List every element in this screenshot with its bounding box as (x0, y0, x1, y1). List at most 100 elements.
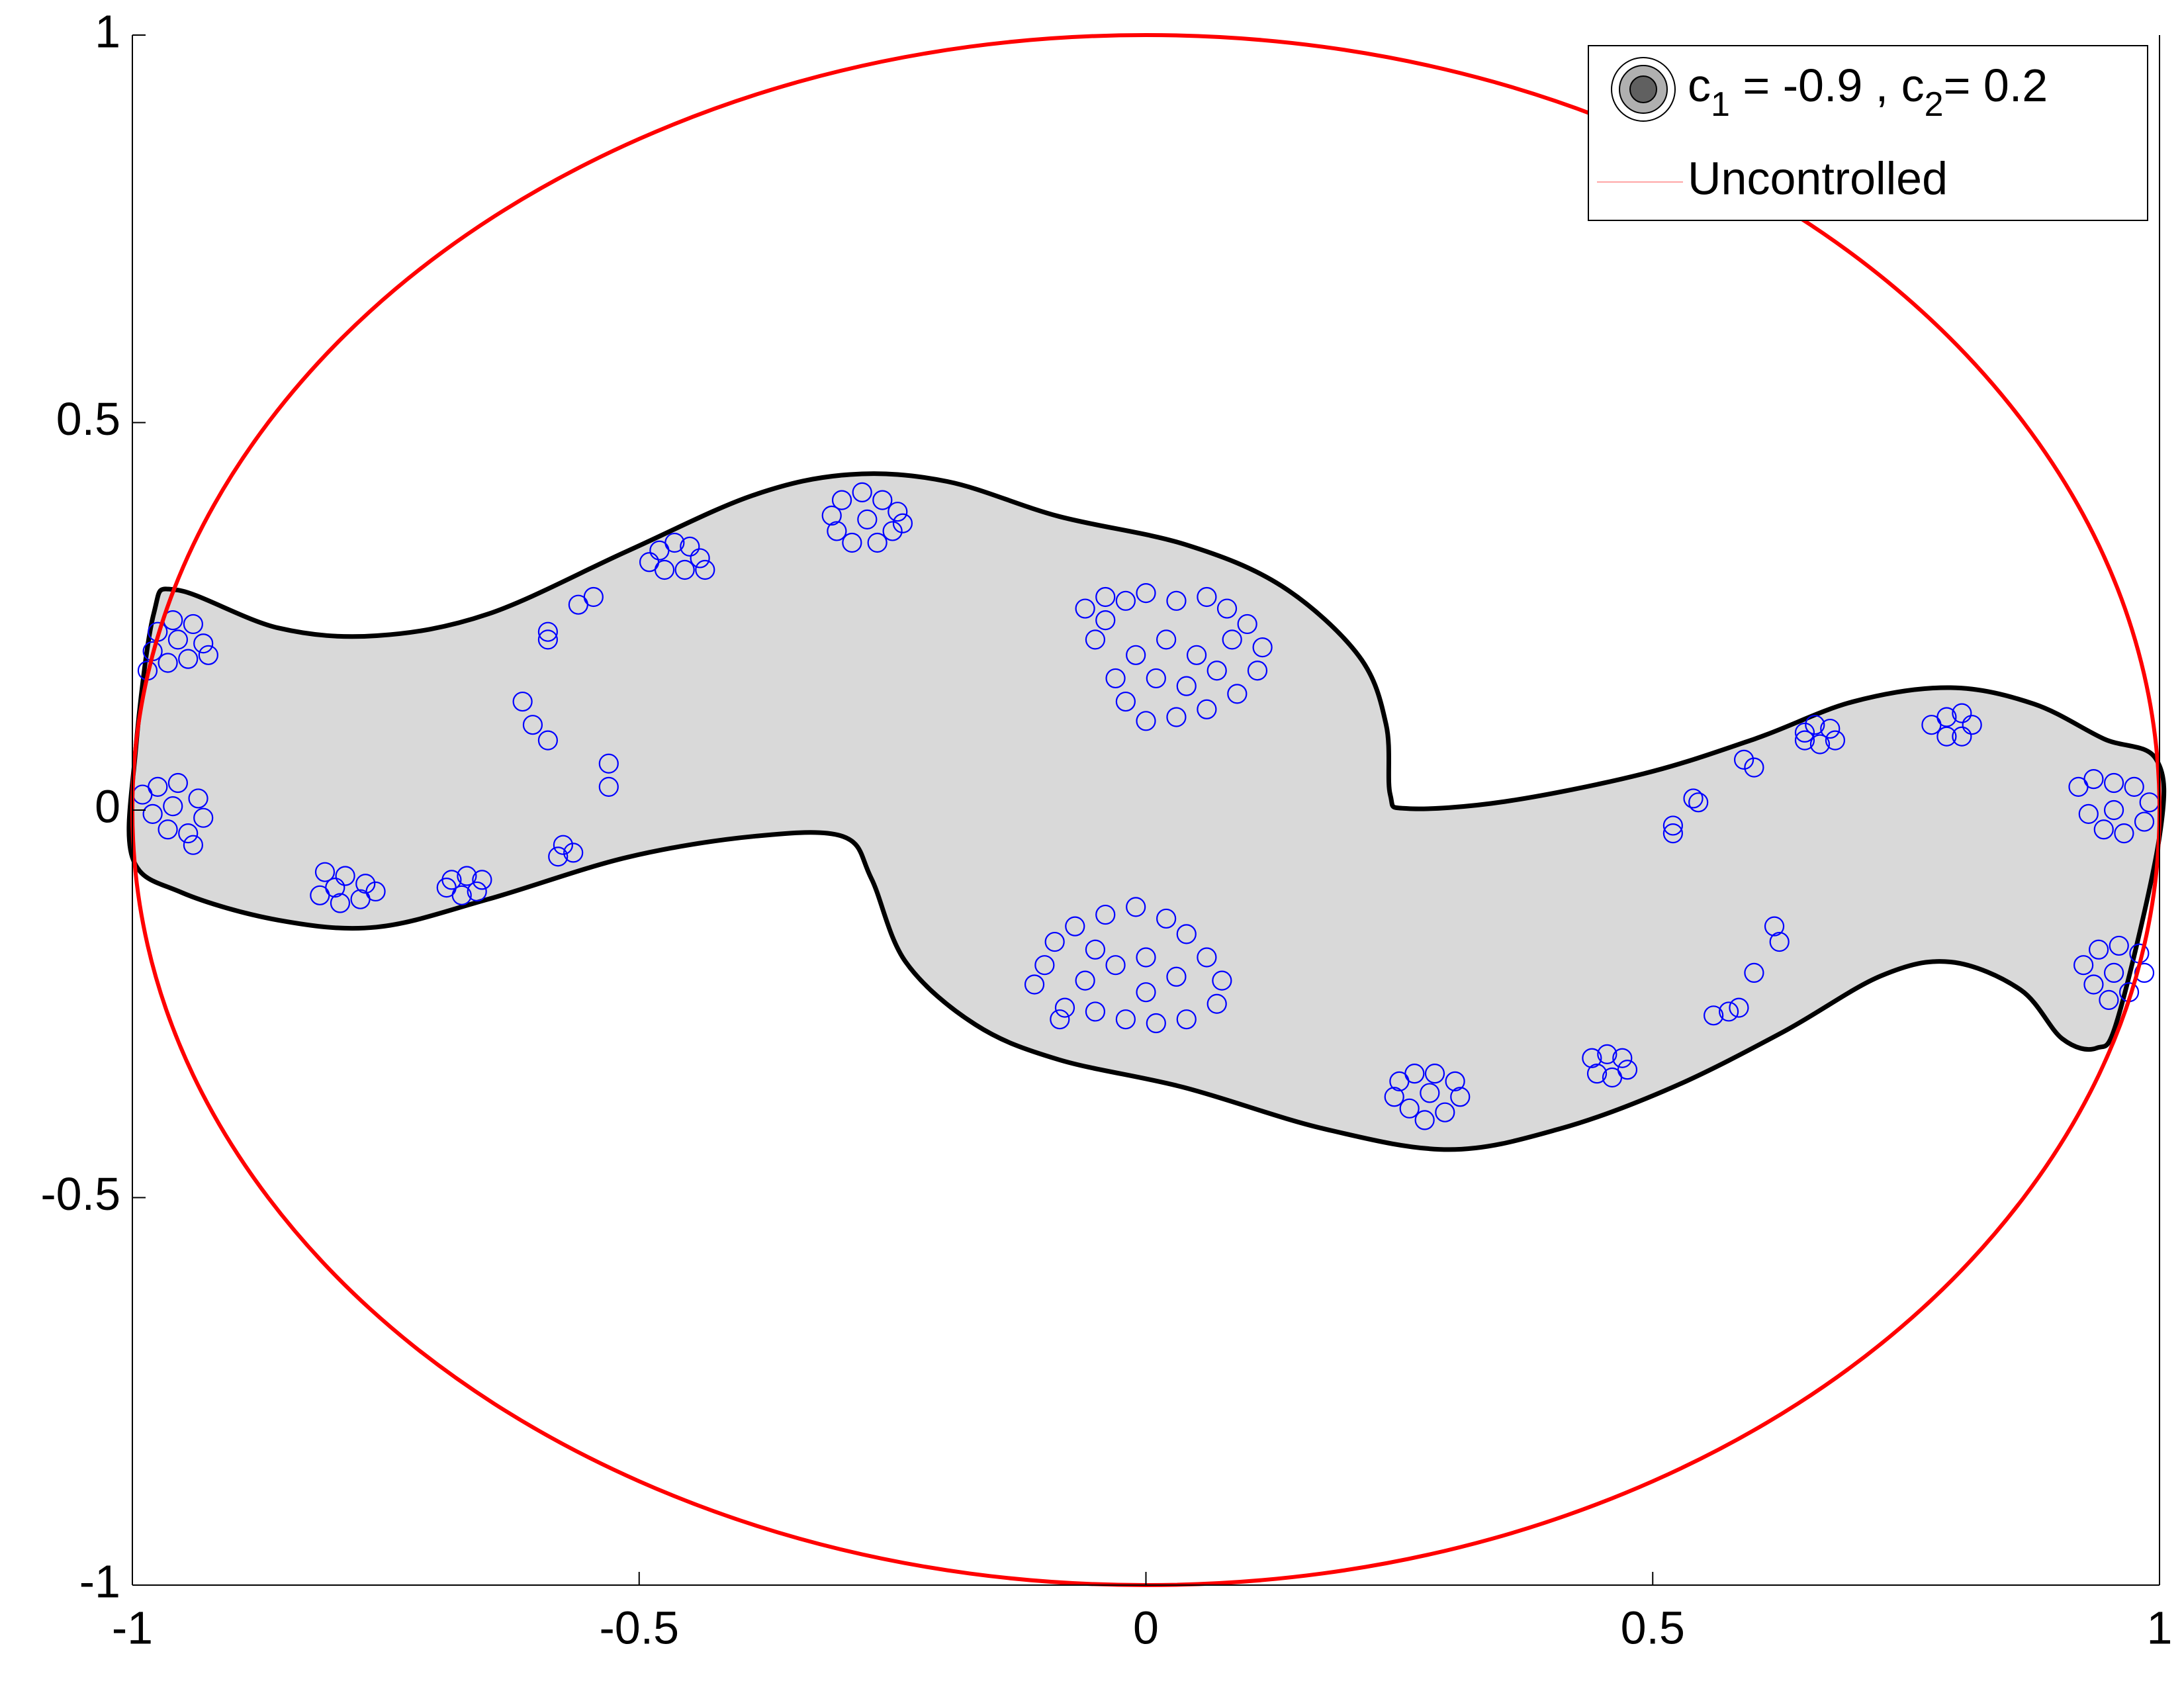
scatter-point (1399, 1098, 1420, 1119)
scatter-point (1247, 661, 1268, 681)
scatter-point (1404, 1064, 1425, 1084)
scatter-point (1176, 924, 1197, 944)
scatter-point (1085, 629, 1106, 650)
scatter-point (1197, 947, 1217, 968)
scatter-point (355, 874, 376, 894)
scatter-point (467, 881, 487, 902)
scatter-point (2134, 962, 2155, 983)
scatter-point (852, 482, 872, 502)
scatter-point (178, 823, 199, 844)
scatter-point (1197, 699, 1217, 719)
scatter-point (1156, 908, 1177, 929)
scatter-point (1227, 684, 1248, 704)
scatter-point (2114, 823, 2134, 844)
scatter-point (2093, 819, 2114, 840)
scatter-point (1095, 610, 1116, 631)
y-tick-label: 0.5 (56, 393, 120, 445)
legend-box (1588, 45, 2148, 221)
scatter-point (1744, 962, 1764, 983)
scatter-point (1952, 703, 1972, 723)
scatter-point (1166, 707, 1187, 727)
scatter-point (674, 559, 695, 580)
legend-label: Uncontrolled (1688, 152, 1948, 204)
scatter-point (1146, 668, 1166, 689)
scatter-point (1733, 749, 1754, 770)
scatter-point (664, 532, 685, 553)
scatter-point (537, 730, 559, 751)
legend-text: = 0.2 (1944, 60, 2048, 111)
scatter-point (1612, 1048, 1633, 1068)
scatter-point (512, 691, 533, 712)
scatter-point (1216, 598, 1238, 619)
scatter-point (193, 807, 214, 828)
scatter-point (1688, 792, 1709, 813)
scatter-point (1136, 711, 1156, 731)
scatter-point (1820, 718, 1841, 739)
scatter-point (1054, 997, 1075, 1018)
legend-text: = -0.9 , c (1730, 60, 1925, 111)
x-tick-label: -0.5 (599, 1602, 679, 1653)
scatter-point (1252, 637, 1273, 658)
scatter-point (695, 559, 715, 580)
scatter-point (887, 502, 908, 522)
scatter-point (1126, 897, 1146, 917)
scatter-point (1435, 1102, 1455, 1122)
scatter-point (1065, 916, 1085, 937)
scatter-point (537, 621, 559, 642)
scatter-point (1794, 730, 1815, 751)
scatter-point (163, 796, 183, 817)
scatter-point (1683, 788, 1704, 809)
scatter-point (183, 614, 203, 635)
scatter-point (548, 846, 569, 867)
scatter-point (2099, 989, 2119, 1010)
scatter-point (158, 819, 178, 840)
scatter-point (690, 548, 710, 569)
scatter-point (1769, 931, 1790, 952)
scatter-point (1136, 982, 1156, 1003)
scatter-point (2078, 803, 2099, 824)
scatter-point (553, 835, 573, 855)
x-tick-label: 0.5 (1621, 1602, 1685, 1653)
scatter-point (1212, 970, 1232, 991)
scatter-point (1126, 645, 1146, 665)
scatter-point (1414, 1110, 1435, 1130)
scatter-point (1794, 722, 1815, 743)
scatter-point (1237, 614, 1257, 635)
scatter-point (1719, 1001, 1739, 1022)
scatter-point (882, 521, 903, 541)
scatter-point (1222, 629, 1242, 650)
x-tick-label: 1 (2147, 1602, 2173, 1653)
scatter-point (1186, 645, 1207, 665)
scatter-point (2083, 769, 2104, 790)
scatter-point (2103, 962, 2124, 983)
scatter-point (1034, 955, 1055, 976)
scatter-point (831, 490, 852, 510)
axes: -1 -0.5 0 0.5 1 -1 -0.5 0 0.5 1 (40, 5, 2172, 1653)
scatter-point (680, 536, 700, 557)
scatter-point (193, 633, 214, 654)
scatter-point (1024, 974, 1045, 995)
scatter-point (2103, 800, 2124, 821)
scatter-point (1586, 1064, 1608, 1084)
scatter-point (1597, 1044, 1617, 1064)
scatter-point (1146, 1013, 1166, 1034)
scatter-point (1044, 931, 1065, 952)
scatter-point (314, 862, 336, 882)
scatter-point (1764, 916, 1785, 937)
scatter-point (1809, 734, 1831, 754)
scatter-point (1662, 823, 1683, 844)
scatter-point (1166, 590, 1187, 611)
scatter-point (1075, 970, 1095, 991)
legend-label: c1 = -0.9 , c2= 0.2 (1688, 60, 2048, 123)
scatter-point (2103, 772, 2124, 794)
scatter-point (1115, 590, 1136, 611)
plot-area (126, 32, 2167, 1588)
scatter-point (1105, 955, 1126, 976)
scatter-point (167, 772, 189, 794)
scatter-point (857, 509, 878, 529)
y-tick-label: 0 (95, 780, 120, 832)
scatter-point (2124, 776, 2144, 797)
scatter-point (457, 866, 477, 886)
region (126, 471, 2167, 1152)
